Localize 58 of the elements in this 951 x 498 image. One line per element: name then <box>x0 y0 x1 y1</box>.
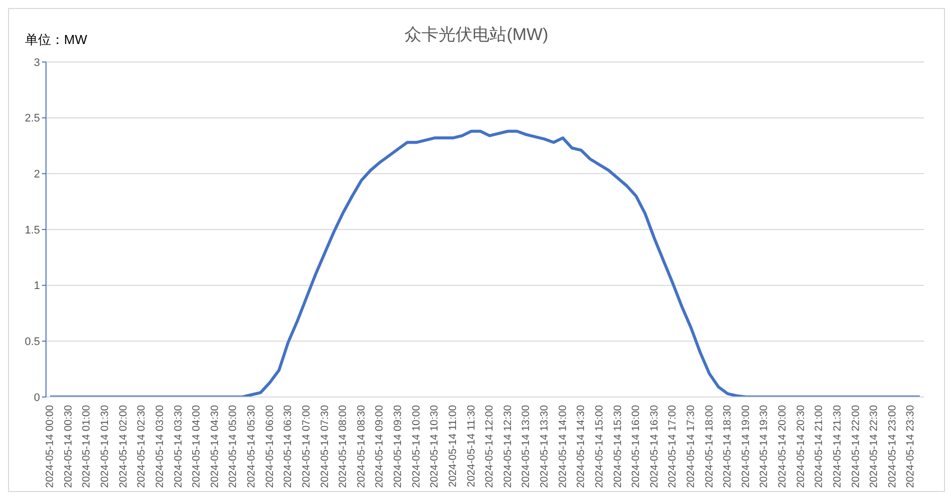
x-tick-label: 2024-05-14 17:30 <box>684 404 697 488</box>
chart-title: 众卡光伏电站(MW) <box>404 25 548 44</box>
x-tick-label: 2024-05-14 12:00 <box>484 404 496 488</box>
x-tick-label: 2024-05-14 06:30 <box>282 404 294 488</box>
x-tick-label: 2024-05-14 05:00 <box>227 404 240 488</box>
y-tick-label: 2 <box>34 168 40 181</box>
x-tick-label: 2024-05-14 16:00 <box>630 404 642 488</box>
x-tick-label: 2024-05-14 16:30 <box>648 404 660 488</box>
x-tick-label: 2024-05-14 04:00 <box>190 404 203 488</box>
line-series <box>48 130 922 397</box>
x-tick-label: 2024-05-14 14:30 <box>575 404 588 488</box>
y-tick-label: 1 <box>34 280 40 292</box>
y-tick-label: 2.5 <box>24 112 40 125</box>
x-tick-label: 2024-05-14 08:30 <box>355 404 368 488</box>
x-tick-label: 2024-05-14 12:30 <box>502 404 514 488</box>
x-tick-label: 2024-05-14 08:00 <box>337 404 350 488</box>
y-tick-label: 0.5 <box>24 336 40 348</box>
x-tick-label: 2024-05-14 00:30 <box>62 404 74 488</box>
x-tick-label: 2024-05-14 18:00 <box>703 404 716 488</box>
x-tick-label: 2024-05-14 02:30 <box>136 404 148 488</box>
x-tick-label: 2024-05-14 11:00 <box>446 404 459 488</box>
x-tick-label: 2024-05-14 06:00 <box>264 404 276 488</box>
x-tick-label: 2024-05-14 01:30 <box>99 404 112 488</box>
x-tick-label: 2024-05-14 09:00 <box>374 404 386 488</box>
x-tick-label: 2024-05-14 03:30 <box>172 404 184 488</box>
x-tick-label: 2024-05-14 15:30 <box>612 404 624 488</box>
x-tick-label: 2024-05-14 13:30 <box>538 404 551 488</box>
x-tick-label: 2024-05-14 22:00 <box>850 404 862 488</box>
x-tick-label: 2024-05-14 15:00 <box>593 404 606 488</box>
x-tick-label: 2024-05-14 04:30 <box>208 404 221 488</box>
x-tick-label: 2024-05-14 23:30 <box>904 404 917 488</box>
y-tick-label: 1.5 <box>24 224 40 236</box>
x-tick-label: 2024-05-14 05:30 <box>246 404 258 488</box>
x-tick-label: 2024-05-14 21:00 <box>813 404 826 488</box>
x-tick-label: 2024-05-14 23:00 <box>886 404 898 488</box>
x-tick-label: 2024-05-14 13:00 <box>520 404 532 488</box>
x-tick-label: 2024-05-14 11:30 <box>465 404 478 488</box>
x-tick-label: 2024-05-14 02:00 <box>117 404 130 488</box>
x-tick-label: 2024-05-14 19:00 <box>740 404 752 488</box>
x-tick-label: 2024-05-14 07:00 <box>300 404 312 488</box>
x-tick-label: 2024-05-14 20:30 <box>794 404 807 488</box>
y-tick-label: 3 <box>34 56 40 69</box>
x-tick-label: 2024-05-14 22:30 <box>868 404 880 488</box>
x-tick-label: 2024-05-14 19:30 <box>758 404 770 488</box>
x-tick-label: 2024-05-14 00:00 <box>44 404 56 488</box>
x-tick-label: 2024-05-14 01:00 <box>80 404 93 488</box>
x-tick-label: 2024-05-14 10:30 <box>428 404 441 488</box>
x-tick-label: 2024-05-14 14:00 <box>556 404 569 488</box>
text: 单位：MW <box>25 31 88 49</box>
x-tick-label: 2024-05-14 20:00 <box>776 404 789 488</box>
x-tick-label: 2024-05-14 18:30 <box>722 404 734 488</box>
x-tick-label: 2024-05-14 03:00 <box>154 404 166 488</box>
x-tick-label: 2024-05-14 09:30 <box>392 404 404 488</box>
x-tick-label: 2024-05-14 17:00 <box>666 404 679 488</box>
x-tick-label: 2024-05-14 07:30 <box>318 404 331 488</box>
y-tick-label: 0 <box>34 392 40 404</box>
x-tick-label: 2024-05-14 10:00 <box>410 404 422 488</box>
x-tick-label: 2024-05-14 21:30 <box>831 404 844 488</box>
